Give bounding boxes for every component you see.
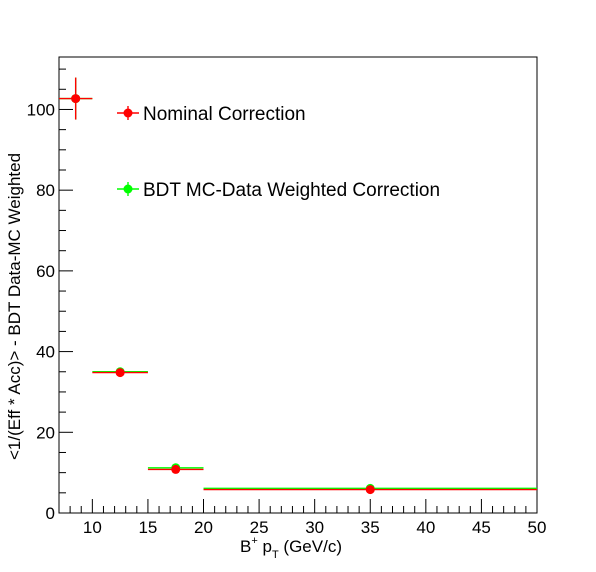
- legend-entry: Nominal Correction: [117, 104, 306, 125]
- x-tick-label: 30: [305, 518, 324, 537]
- legend-entry: BDT MC-Data Weighted Correction: [117, 180, 440, 201]
- x-tick-label: 15: [138, 518, 157, 537]
- data-point: [59, 77, 93, 120]
- legend-marker: [123, 108, 133, 118]
- legend-marker: [123, 184, 133, 194]
- x-tick-label: 45: [472, 518, 491, 537]
- x-axis-label-base: B: [240, 537, 251, 556]
- y-axis-label: <1/(Eff * Acc)> - BDT Data-MC Weighted: [5, 153, 24, 460]
- data-series-layer: [59, 77, 537, 495]
- data-point: [203, 485, 537, 495]
- x-axis-label-sub: T: [272, 549, 279, 561]
- legend-label: BDT MC-Data Weighted Correction: [143, 180, 440, 201]
- plot-frame: [58, 56, 538, 514]
- series-bdt-weighted: [59, 77, 537, 493]
- series-nominal: [59, 77, 537, 495]
- y-tick-label: 60: [36, 262, 55, 281]
- x-axis-label-tail: (GeV/c): [279, 537, 342, 556]
- x-axis-label-sup: +: [251, 535, 257, 547]
- legend-label: Nominal Correction: [143, 104, 306, 125]
- axis-tick-labels: 10 15 20 25 30 35 40 45 50 0 20 40 60 80 100: [27, 100, 547, 537]
- axis-ticks: [58, 68, 538, 514]
- data-point: [92, 368, 148, 378]
- legend: Nominal Correction BDT MC-Data Weighted C…: [117, 104, 440, 201]
- y-tick-label: 20: [36, 423, 55, 442]
- x-tick-label: 20: [194, 518, 213, 537]
- y-tick-label: 80: [36, 181, 55, 200]
- x-tick-label: 50: [528, 518, 547, 537]
- point-marker: [71, 94, 81, 104]
- point-marker: [171, 464, 181, 474]
- x-tick-label: 40: [416, 518, 435, 537]
- x-tick-label: 35: [361, 518, 380, 537]
- data-point: [147, 464, 204, 474]
- y-tick-label: 100: [27, 100, 55, 119]
- x-tick-label: 10: [83, 518, 102, 537]
- y-tick-label: 40: [36, 343, 55, 362]
- x-tick-label: 25: [250, 518, 269, 537]
- point-marker: [115, 368, 125, 378]
- x-axis-label: B+ pT (GeV/c): [240, 535, 342, 561]
- point-marker: [365, 485, 375, 495]
- y-tick-label: 0: [46, 504, 55, 523]
- x-axis-label-mid: p: [258, 537, 272, 556]
